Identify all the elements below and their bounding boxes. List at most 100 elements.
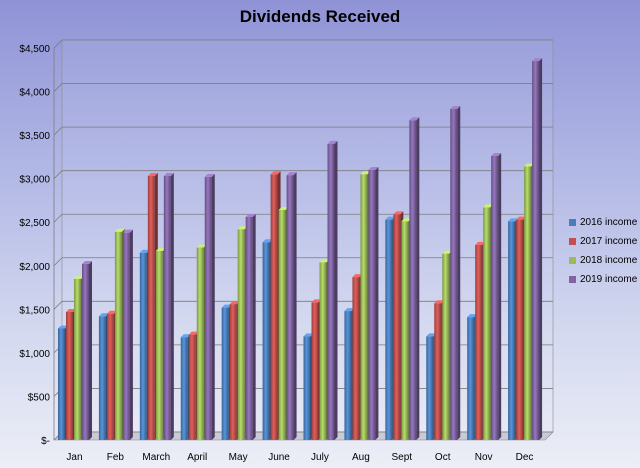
bar-top <box>74 275 84 279</box>
legend-swatch <box>569 257 576 264</box>
bar-front <box>368 169 376 440</box>
bar-top <box>450 105 461 109</box>
y-tick-label: $3,000 <box>19 175 50 186</box>
bar <box>286 172 297 440</box>
legend-swatch <box>569 238 576 245</box>
bar-front <box>385 219 393 440</box>
legend-label: 2018 income <box>580 255 638 266</box>
bar-front <box>98 316 106 440</box>
bar-front <box>229 304 237 440</box>
legend-label: 2017 income <box>580 236 638 247</box>
bar-front <box>196 247 204 440</box>
x-tick-label: June <box>268 452 290 463</box>
bar-front <box>106 313 114 440</box>
bar-top <box>360 171 371 175</box>
chart-legend: 2016 income 2017 income 2018 income 2019 in… <box>569 213 637 289</box>
y-tick-label: $3,500 <box>19 131 50 142</box>
bar-front <box>245 216 253 440</box>
bar-side <box>457 105 461 440</box>
bar-side <box>416 117 420 441</box>
gridline <box>53 126 553 136</box>
bar-top <box>196 244 207 248</box>
bar-top <box>122 229 133 233</box>
gridline <box>53 170 553 179</box>
bar <box>245 213 256 440</box>
bar <box>82 261 92 440</box>
bar-front <box>74 278 81 440</box>
bar-top <box>188 331 199 335</box>
bar-front <box>237 229 245 440</box>
bar-front <box>204 176 212 440</box>
bar-side <box>539 58 543 441</box>
bar-top <box>319 259 330 263</box>
bar-front <box>344 311 352 440</box>
bar-front <box>352 277 360 440</box>
y-tick-label: $4,500 <box>19 44 50 55</box>
bar-front <box>483 207 491 440</box>
legend-item: 2019 income <box>569 270 637 289</box>
bar-front <box>532 61 540 441</box>
bar-side <box>211 173 215 440</box>
bar-front <box>270 174 278 441</box>
bar-front <box>122 232 130 440</box>
bar-top <box>66 308 76 312</box>
legend-swatch <box>569 276 576 283</box>
bar-side <box>334 140 338 441</box>
bar-top <box>516 216 527 220</box>
bar <box>532 58 543 441</box>
bar-top <box>245 213 256 217</box>
bar-front <box>311 302 319 440</box>
bar-front <box>58 328 65 440</box>
bar-top <box>475 241 486 245</box>
bar-top <box>409 117 420 121</box>
bar-front <box>491 156 499 441</box>
bar <box>409 117 420 441</box>
bar-top <box>311 299 322 303</box>
bar-top <box>58 325 68 329</box>
bar-top <box>98 313 109 317</box>
bar-top <box>434 300 445 304</box>
bar-top <box>467 314 478 318</box>
bar-front <box>66 311 73 440</box>
bar-top <box>278 207 289 211</box>
legend-item: 2016 income <box>569 213 637 232</box>
bar-top <box>139 249 150 253</box>
bar-top <box>237 226 248 230</box>
bar-front <box>286 175 294 440</box>
gridline <box>53 213 553 223</box>
bar-top <box>147 173 158 177</box>
bar-top <box>180 334 191 338</box>
x-tick-label: Feb <box>107 452 125 463</box>
bar-side <box>89 261 92 440</box>
x-tick-label: Aug <box>352 452 370 463</box>
bar-top <box>442 250 453 254</box>
bar <box>327 140 338 441</box>
bar-front <box>278 210 286 440</box>
bar-top <box>491 153 502 157</box>
legend-label: 2019 income <box>580 274 638 285</box>
bar-front <box>82 264 89 440</box>
bar-top <box>221 304 232 308</box>
bar-top <box>114 228 125 232</box>
bar-front <box>188 334 196 440</box>
y-tick-label: $2,500 <box>19 218 50 229</box>
bar <box>163 173 174 440</box>
bar-top <box>524 163 535 167</box>
bar-front <box>262 242 270 440</box>
bar-front <box>516 219 524 440</box>
bar-top <box>401 218 412 222</box>
x-tick-label: Jan <box>66 452 82 463</box>
y-tick-label: $- <box>41 436 50 447</box>
bar-top <box>508 218 519 222</box>
bar-top <box>483 204 494 208</box>
x-tick-label: Dec <box>516 452 534 463</box>
bar-top <box>393 211 404 215</box>
bar-top <box>270 171 281 175</box>
bar-side <box>170 173 174 440</box>
bar-top <box>352 274 363 278</box>
y-axis-top <box>53 39 63 49</box>
bar-top <box>106 310 117 314</box>
bar-top <box>368 166 379 170</box>
bar-front <box>221 307 229 440</box>
